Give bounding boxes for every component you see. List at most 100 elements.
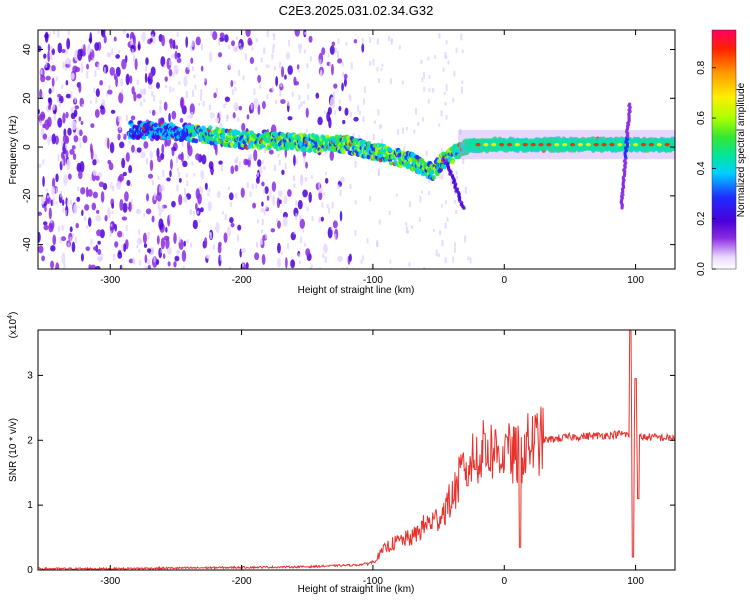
spectrogram-cell: [444, 222, 447, 229]
spectrogram-cell: [390, 38, 393, 45]
spectrogram-cell: [334, 233, 337, 241]
spectrogram-cell: [322, 253, 325, 258]
spectrogram-cell: [238, 69, 241, 77]
spectrogram-cell: [80, 253, 84, 262]
spectrogram-cell: [427, 56, 430, 61]
spectrogram-cell: [131, 86, 135, 95]
spectrogram-cell: [64, 210, 67, 216]
spectrogram-cell: [348, 253, 352, 262]
spectrogram-cell: [273, 164, 276, 172]
spectrogram-cell: [55, 201, 58, 205]
spectrogram-cell: [224, 214, 227, 221]
spectrogram-cell: [491, 142, 497, 147]
spectrogram-cell: [144, 254, 148, 264]
spectrogram-cell: [444, 158, 448, 163]
spectrogram-cell: [284, 162, 287, 170]
spectrogram-y-axis-label: Frequency (Hz): [8, 116, 19, 185]
spectrogram-cell: [176, 52, 181, 59]
spectrogram-cell: [280, 99, 286, 105]
spectrogram-cell: [139, 88, 144, 95]
spectrogram-cell: [263, 47, 266, 55]
spectrogram-cell: [362, 98, 365, 105]
spectrogram-cell: [173, 261, 177, 268]
spectrogram-cell: [418, 217, 421, 222]
spectrogram-cell: [69, 148, 75, 155]
spectrogram-cell: [277, 242, 281, 254]
spectrogram-cell: [237, 234, 240, 242]
snr-plot-frame: [37, 329, 676, 571]
spectrogram-cell: [287, 243, 290, 250]
spectrogram-cell: [65, 149, 69, 158]
spectrogram-cell: [271, 181, 277, 192]
spectrogram-cell: [176, 167, 179, 172]
spectrogram-cell: [266, 30, 269, 38]
spectrogram-cell: [202, 126, 207, 132]
spectrogram-cell: [278, 159, 281, 166]
spectrogram-cell: [305, 129, 308, 133]
spectrogram-cell: [438, 173, 441, 180]
spectrogram-cell: [69, 226, 73, 233]
spectrogram-cell: [224, 34, 229, 43]
spectrogram-cell: [122, 172, 127, 177]
spectrogram-cell: [43, 53, 47, 59]
spectrogram-cell: [306, 63, 309, 69]
spectrogram-cell: [262, 100, 266, 110]
spectrogram-cell: [257, 159, 262, 167]
spectrogram-cell: [151, 267, 154, 269]
spectrogram-cell: [129, 75, 133, 84]
spectrogram-cell: [200, 169, 205, 180]
spectrogram-cell: [320, 69, 323, 78]
spectrogram-cell: [342, 72, 345, 77]
spectrogram-cell: [215, 88, 218, 95]
spectrogram-cell: [194, 84, 197, 90]
spectrogram-cell: [71, 145, 76, 150]
spectrogram-cell: [163, 64, 166, 69]
spectrogram-cell: [193, 74, 196, 79]
spectrogram-cell: [207, 201, 213, 212]
snr-y-tick-label: 1: [27, 500, 33, 511]
spectrogram-y-tick-label: -40: [22, 237, 33, 252]
spectrogram-cell: [173, 232, 177, 245]
spectrogram-cell: [57, 154, 60, 162]
spectrogram-cell: [117, 116, 120, 122]
spectrogram-cell: [157, 202, 160, 210]
spectrogram-cell: [128, 164, 133, 174]
spectrogram-cell: [191, 66, 194, 71]
spectrogram-cell: [444, 200, 447, 205]
spectrogram-cell: [453, 70, 456, 77]
spectrogram-cell: [445, 55, 448, 60]
spectrogram-cell: [99, 105, 105, 110]
spectrogram-cell: [58, 101, 61, 107]
spectrogram-cell: [190, 57, 194, 64]
spectrogram-cell: [303, 100, 306, 105]
spectrogram-cell: [204, 237, 208, 249]
spectrogram-cell: [103, 67, 106, 74]
spectrogram-cell: [656, 142, 662, 147]
spectrogram-cell: [93, 246, 98, 251]
spectrogram-cell: [341, 149, 347, 155]
spectrogram-cell: [664, 142, 670, 147]
spectrogram-cell: [111, 203, 115, 209]
spectrogram-cell: [337, 38, 340, 44]
spectrogram-cell: [104, 215, 108, 222]
spectrogram-cell: [128, 140, 131, 145]
spectrogram-cell: [363, 86, 366, 93]
spectrogram-cell: [67, 173, 72, 180]
spectrogram-cell: [174, 50, 178, 60]
spectrogram-cell: [70, 72, 75, 80]
spectrogram-cell: [142, 232, 147, 244]
spectrogram-cell: [89, 100, 92, 104]
spectrogram-cell: [324, 171, 327, 176]
spectrogram-cell: [74, 96, 77, 103]
spectrogram-cell: [143, 243, 148, 248]
spectrogram-cell: [263, 209, 266, 216]
spectrogram-cell: [100, 253, 103, 261]
spectrogram-cell: [469, 257, 472, 264]
spectrogram-cell: [232, 112, 236, 119]
spectrogram-cell: [329, 45, 335, 55]
spectrogram-cell: [282, 211, 288, 219]
spectrogram-cell: [272, 47, 275, 53]
spectrogram-cell: [378, 219, 381, 225]
spectrogram-cell: [122, 202, 128, 213]
spectrogram-cell: [117, 251, 123, 259]
